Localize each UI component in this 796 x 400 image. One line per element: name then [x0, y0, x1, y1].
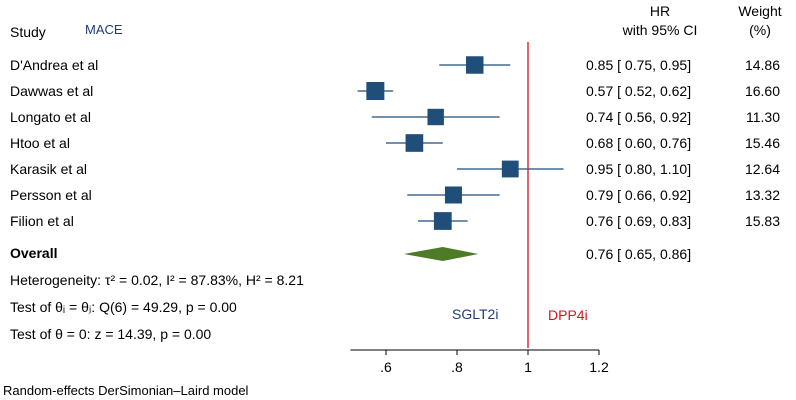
study-name: Longato et al: [10, 109, 91, 125]
heterogeneity-stats: Heterogeneity: τ² = 0.02, I² = 87.83%, H…: [10, 272, 304, 288]
study-weight: 14.86: [744, 57, 780, 73]
study-name: Persson et al: [10, 187, 92, 203]
effect-test: Test of θ = 0: z = 14.39, p = 0.00: [10, 326, 212, 342]
study-hr-marker: [405, 134, 424, 152]
study-hr-marker: [444, 186, 462, 204]
x-axis-tick-label: 1: [524, 359, 532, 375]
hr-header-line2: with 95% CI: [622, 22, 698, 38]
study-weight: 12.64: [744, 161, 780, 177]
overall-ci-text: 0.76 [ 0.65, 0.86]: [586, 246, 692, 262]
study-name: D'Andrea et al: [10, 57, 99, 73]
study-weight: 11.30: [746, 109, 780, 125]
study-weight: 15.83: [744, 213, 780, 229]
study-name: Dawwas et al: [10, 83, 94, 99]
study-hr-marker: [366, 82, 385, 100]
study-ci-text: 0.68 [ 0.60, 0.76]: [586, 135, 692, 151]
weight-header-line1: Weight: [738, 3, 782, 19]
overall-diamond: [403, 247, 479, 261]
study-ci-text: 0.85 [ 0.75, 0.95]: [586, 57, 692, 73]
x-axis-tick-label: .8: [451, 359, 463, 375]
study-weight: 13.32: [744, 187, 780, 203]
study-hr-marker: [433, 212, 452, 230]
favors-left-label: SGLT2i: [452, 306, 499, 322]
hr-header-line1: HR: [649, 3, 671, 19]
study-ci-text: 0.79 [ 0.66, 0.92]: [586, 187, 692, 203]
study-ci-text: 0.74 [ 0.56, 0.92]: [586, 109, 692, 125]
study-name: Karasik et al: [10, 161, 88, 177]
study-name: Filion et al: [10, 213, 74, 229]
study-ci-text: 0.95 [ 0.80, 1.10]: [586, 161, 692, 177]
study-weight: 15.46: [744, 135, 780, 151]
x-axis-tick-label: .6: [380, 359, 392, 375]
study-name: Htoo et al: [10, 135, 70, 151]
study-hr-marker: [427, 108, 444, 126]
study-hr-marker: [466, 56, 484, 74]
homogeneity-test: Test of θᵢ = θⱼ: Q(6) = 49.29, p = 0.00: [10, 299, 237, 315]
weight-header-line2: (%): [749, 22, 771, 38]
study-column-header: Study: [10, 24, 46, 40]
x-axis-tick-label: 1.2: [589, 359, 609, 375]
study-weight: 16.60: [744, 83, 780, 99]
model-note: Random-effects DerSimonian–Laird model: [3, 383, 249, 398]
study-ci-text: 0.76 [ 0.69, 0.83]: [586, 213, 692, 229]
overall-label: Overall: [10, 245, 58, 261]
favors-right-label: DPP4i: [548, 307, 588, 323]
outcome-label: MACE: [85, 22, 123, 37]
study-ci-text: 0.57 [ 0.52, 0.62]: [586, 83, 692, 99]
study-hr-marker: [501, 160, 519, 178]
